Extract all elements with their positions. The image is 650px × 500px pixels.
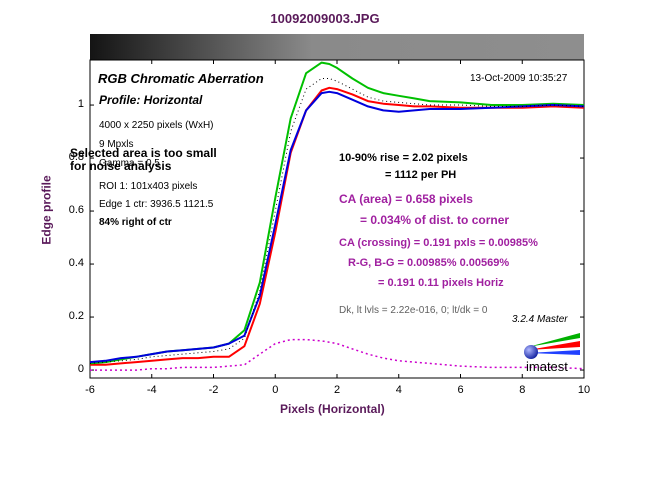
series-line-b bbox=[89, 90, 585, 364]
series-line-aux-4 bbox=[90, 338, 585, 371]
roi-size: ROI 1: 101x403 pixels bbox=[99, 181, 198, 192]
megapixels: 9 Mpxls bbox=[99, 139, 134, 150]
noise-warning-line-1: Selected area is too small bbox=[70, 146, 217, 160]
ca-crossing: CA (crossing) = 0.191 pxls = 0.00985% bbox=[339, 237, 538, 249]
x-tick-label: -2 bbox=[208, 384, 219, 396]
x-tick-label: -6 bbox=[85, 384, 95, 396]
y-tick-label: 0.6 bbox=[68, 204, 84, 217]
series-line-aux-3 bbox=[89, 78, 585, 364]
image-dimensions: 4000 x 2250 pixels (WxH) bbox=[99, 120, 214, 131]
x-tick-label: 6 bbox=[457, 384, 464, 396]
x-tick-label: 0 bbox=[272, 384, 279, 396]
header-title: RGB Chromatic Aberration bbox=[98, 71, 264, 86]
noise-warning: Selected area is too small for noise ana… bbox=[70, 147, 217, 173]
figure-title: 10092009003.JPG bbox=[270, 11, 380, 26]
edge-center: Edge 1 ctr: 3936.5 1121.5 bbox=[99, 199, 214, 210]
y-tick-label: 0.8 bbox=[68, 151, 84, 164]
ca-distance-to-corner: = 0.034% of dist. to corner bbox=[360, 213, 510, 227]
rise-per-ph: = 1112 per PH bbox=[385, 169, 457, 181]
version-label: 3.2.4 Master bbox=[512, 314, 568, 325]
x-axis-label: Pixels (Horizontal) bbox=[280, 402, 385, 416]
x-tick-label: 4 bbox=[395, 384, 402, 396]
noise-warning-line-2: for noise analysis bbox=[70, 159, 172, 173]
gamma-value: Gamma = 0.5 bbox=[99, 158, 160, 169]
right-of-center: 84% right of ctr bbox=[99, 217, 172, 228]
y-tick-label: 0 bbox=[77, 363, 84, 376]
y-tick-label: 0.2 bbox=[68, 310, 84, 323]
imatest-logo bbox=[524, 333, 580, 359]
x-tick-label: 8 bbox=[519, 384, 526, 396]
y-tick-label: 1 bbox=[77, 98, 84, 111]
y-tick-label: 0.4 bbox=[68, 257, 84, 270]
x-tick-label: 2 bbox=[333, 384, 341, 396]
series-lines bbox=[89, 61, 585, 371]
rg-bg-values: R-G, B-G = 0.00985% 0.00569% bbox=[348, 257, 510, 269]
ca-area: CA (area) = 0.658 pixels bbox=[339, 192, 473, 206]
x-tick-label: -4 bbox=[146, 384, 157, 396]
timestamp: 13-Oct-2009 10:35:27 bbox=[470, 73, 568, 84]
imatest-logo-text: imatest bbox=[526, 359, 568, 374]
x-tick-label: 10 bbox=[577, 384, 591, 396]
pixels-horiz: = 0.191 0.11 pixels Horiz bbox=[378, 277, 504, 289]
rise-distance: 10-90% rise = 2.02 pixels bbox=[339, 152, 468, 164]
profile-label: Profile: Horizontal bbox=[99, 93, 203, 107]
dark-light-levels: Dk, lt lvls = 2.22e-016, 0; lt/dk = 0 bbox=[339, 305, 488, 316]
gray-gradient-strip bbox=[90, 34, 584, 60]
